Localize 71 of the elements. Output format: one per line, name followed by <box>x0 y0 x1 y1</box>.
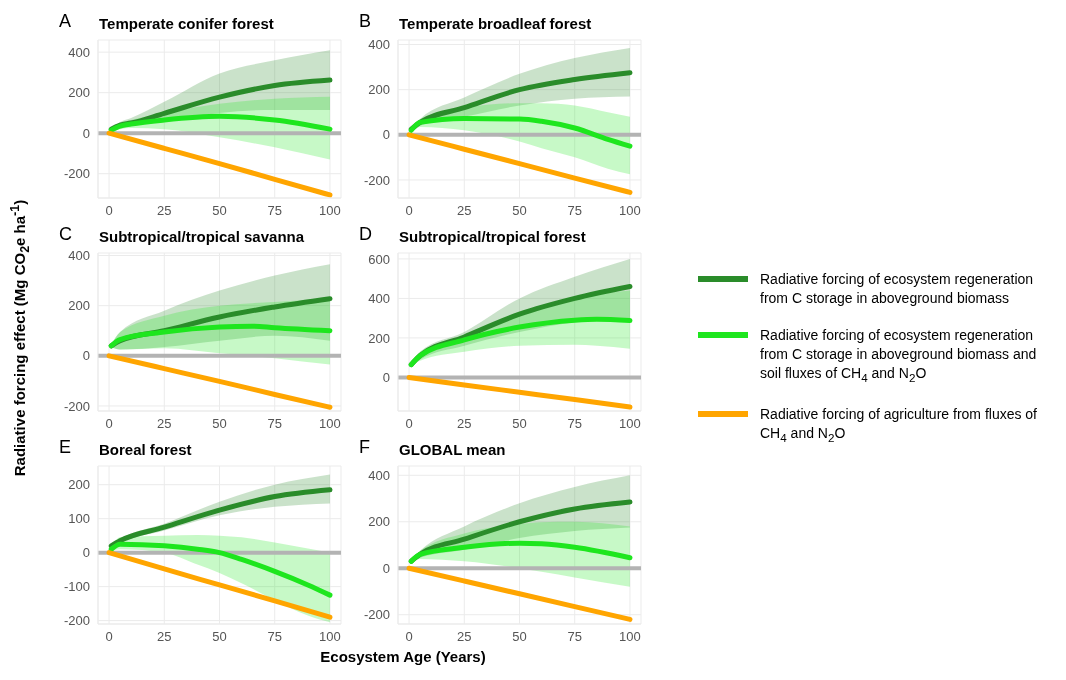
x-tick-label: 75 <box>267 203 282 219</box>
x-tick-label: 0 <box>105 416 113 432</box>
y-tick-label: -200 <box>363 607 390 623</box>
x-tick-label: 75 <box>267 629 282 645</box>
y-tick-label: 0 <box>82 348 90 364</box>
x-tick-label: 25 <box>457 629 472 645</box>
x-tick-label: 50 <box>512 203 527 219</box>
x-tick-label: 50 <box>212 203 227 219</box>
y-tick-label: 400 <box>68 248 90 264</box>
x-axis-title: Ecosystem Age (Years) <box>319 648 487 665</box>
y-tick-label: -100 <box>63 579 90 595</box>
x-tick-label: 0 <box>405 203 413 219</box>
x-tick-label: 25 <box>457 416 472 432</box>
y-tick-label: 200 <box>368 330 390 346</box>
y-tick-label: 200 <box>68 477 90 493</box>
x-tick-label: 50 <box>512 629 527 645</box>
y-tick-label: 200 <box>68 298 90 314</box>
y-tick-label: 0 <box>382 560 390 576</box>
y-tick-label: 400 <box>68 44 90 60</box>
x-tick-label: 25 <box>157 416 172 432</box>
x-tick-label: 100 <box>319 629 341 645</box>
y-tick-label: 100 <box>68 511 90 527</box>
text: D <box>358 224 373 245</box>
x-tick-label: 0 <box>405 629 413 645</box>
y-tick-label: 200 <box>368 514 390 530</box>
y-tick-label: 400 <box>368 291 390 307</box>
chart-title: Boreal forest <box>99 441 192 458</box>
y-tick-label: -200 <box>63 613 90 629</box>
y-tick-label: 600 <box>368 251 390 267</box>
chart-title: Subtropical/tropical forest <box>399 228 586 245</box>
y-tick-label: -200 <box>363 172 390 188</box>
y-tick-label: 400 <box>368 37 390 53</box>
x-tick-label: 0 <box>105 203 113 219</box>
chart-title: Temperate broadleaf forest <box>399 15 592 32</box>
x-tick-label: 75 <box>267 416 282 432</box>
y-tick-label: 200 <box>68 85 90 101</box>
chart-title: GLOBAL mean <box>399 441 506 458</box>
y-tick-label: -200 <box>63 398 90 414</box>
x-tick-label: 0 <box>105 629 113 645</box>
y-tick-label: 0 <box>82 125 90 141</box>
text: F <box>358 437 371 458</box>
x-tick-label: 100 <box>319 203 341 219</box>
text: E <box>58 437 72 458</box>
y-tick-label: 0 <box>382 127 390 143</box>
x-tick-label: 0 <box>405 416 413 432</box>
y-tick-label: 400 <box>368 467 390 483</box>
x-tick-label: 100 <box>619 629 641 645</box>
y-tick-label: -200 <box>63 166 90 182</box>
x-tick-label: 50 <box>512 416 527 432</box>
x-tick-label: 75 <box>567 416 582 432</box>
x-tick-label: 75 <box>567 629 582 645</box>
x-tick-label: 25 <box>457 203 472 219</box>
text: A <box>58 11 72 32</box>
x-tick-label: 100 <box>319 416 341 432</box>
legend-label: Radiative forcing of ecosystem regeneration from C storage in aboveground biomass and soil fluxes of CH$_{4}$ and N$_{2}$O <box>760 326 1038 386</box>
x-tick-label: 50 <box>212 629 227 645</box>
y-tick-label: 200 <box>368 82 390 98</box>
y-tick-label: 0 <box>82 545 90 561</box>
text: C <box>58 224 73 245</box>
x-tick-label: 100 <box>619 416 641 432</box>
x-tick-label: 100 <box>619 203 641 219</box>
legend-label: Radiative forcing of agriculture from fluxes of CH$_{4}$ and N$_{2}$O <box>760 404 1038 446</box>
x-tick-label: 75 <box>567 203 582 219</box>
x-tick-label: 50 <box>212 416 227 432</box>
x-tick-label: 25 <box>157 203 172 219</box>
text: B <box>358 11 372 32</box>
y-tick-label: 0 <box>382 370 390 386</box>
chart-title: Subtropical/tropical savanna <box>99 228 305 245</box>
x-tick-label: 25 <box>157 629 172 645</box>
chart-title: Temperate conifer forest <box>99 15 274 32</box>
legend-label: Radiative forcing of ecosystem regeneration from C storage in aboveground biomass <box>760 270 1035 308</box>
